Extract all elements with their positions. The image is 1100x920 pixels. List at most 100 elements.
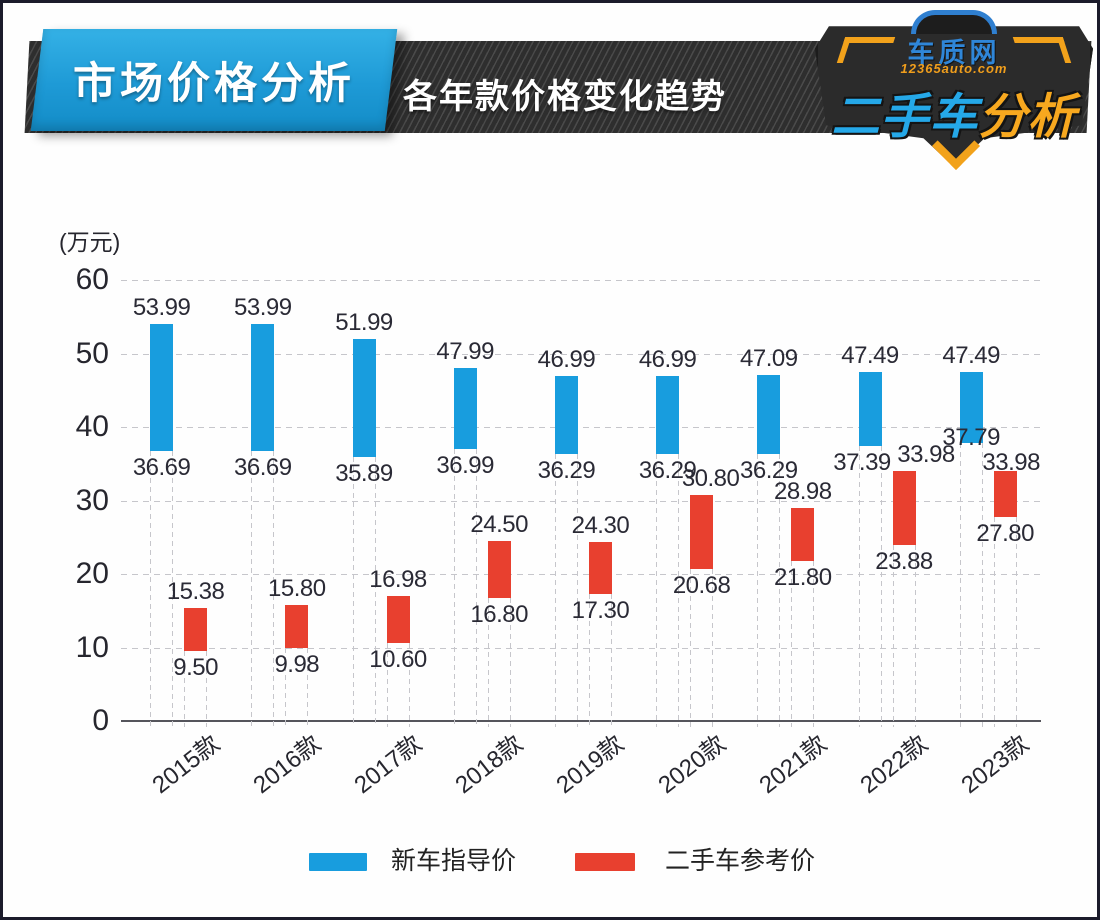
bar-new-price-2017 (352, 338, 376, 458)
value-label-low-used-price-2018: 16.80 (470, 600, 528, 628)
value-label-high-new-price-2022: 47.49 (841, 341, 899, 369)
drop-line (892, 545, 894, 727)
h-gridline-50 (121, 353, 1041, 355)
drop-line (554, 454, 556, 727)
value-label-low-new-price-2022: 37.39 (833, 449, 891, 477)
h-gridline-20 (121, 574, 1041, 575)
value-label-low-new-price-2020: 36.29 (638, 457, 697, 485)
value-label-high-new-price-2020: 46.99 (638, 345, 697, 373)
drop-line (1015, 516, 1017, 727)
value-label-high-used-price-2020: 30.80 (681, 464, 740, 492)
y-tick-label-10: 10 (75, 630, 109, 664)
drop-line (475, 449, 477, 727)
value-label-high-used-price-2021: 28.98 (774, 477, 832, 505)
y-tick-label-40: 40 (75, 410, 109, 443)
bar-used-price-2019 (588, 542, 612, 594)
value-label-low-used-price-2019: 17.30 (571, 596, 630, 624)
drop-line (307, 647, 309, 727)
value-label-low-new-price-2023: 37.79 (942, 424, 1000, 452)
value-label-low-new-price-2019: 36.29 (537, 457, 596, 485)
bar-new-price-2020 (656, 375, 680, 455)
value-label-low-used-price-2023: 27.80 (976, 519, 1034, 547)
drop-line (791, 560, 793, 727)
bar-new-price-2022 (858, 371, 882, 447)
value-label-high-used-price-2018: 24.50 (470, 510, 528, 538)
drop-line (453, 449, 455, 727)
value-label-high-used-price-2016: 15.80 (268, 574, 326, 602)
y-tick-label-60: 60 (75, 263, 109, 296)
bar-used-price-2020 (690, 494, 714, 569)
legend-label-new-price: 新车指导价 (391, 847, 517, 875)
bar-new-price-2021 (757, 374, 781, 455)
page-title: 市场价格分析 (73, 60, 355, 108)
x-axis-label-2019: 2019款 (551, 730, 630, 800)
drop-line (576, 454, 578, 727)
drop-line (656, 454, 658, 727)
bar-used-price-2016 (285, 604, 309, 648)
drop-line (757, 454, 759, 727)
drop-line (251, 451, 253, 727)
legend-label-used-price: 二手车参考价 (665, 847, 816, 875)
value-label-high-new-price-2018: 47.99 (436, 338, 494, 366)
drop-line (408, 643, 410, 727)
drop-line (172, 451, 174, 727)
value-label-high-used-price-2023: 33.98 (982, 449, 1040, 477)
value-label-low-used-price-2020: 20.68 (672, 572, 731, 599)
value-label-high-new-price-2016: 53.99 (234, 294, 292, 322)
x-axis-label-2016: 2016款 (248, 730, 326, 800)
bar-used-price-2015 (184, 607, 208, 652)
legend-swatch-used-price (575, 853, 635, 871)
bar-new-price-2015 (150, 324, 174, 452)
x-axis-label-2018: 2018款 (450, 730, 529, 800)
value-label-low-used-price-2015: 9.50 (173, 654, 218, 682)
value-label-high-used-price-2015: 15.38 (166, 577, 225, 605)
drop-line (981, 443, 983, 727)
value-label-low-new-price-2021: 36.29 (740, 457, 798, 485)
value-label-high-new-price-2019: 46.99 (537, 345, 596, 373)
x-axis-label-2020: 2020款 (652, 730, 731, 800)
drop-line (509, 597, 511, 727)
logo-wordmark: 二手车分析 (815, 77, 1093, 147)
y-tick-label-0: 0 (92, 704, 109, 737)
h-gridline-30 (121, 500, 1041, 502)
drop-line (858, 446, 860, 727)
drop-line (206, 651, 208, 727)
value-label-low-new-price-2017: 35.89 (335, 460, 393, 488)
h-gridline-10 (121, 647, 1041, 649)
h-gridline-40 (121, 427, 1041, 428)
bar-new-price-2018 (453, 368, 477, 450)
value-label-low-used-price-2021: 21.80 (774, 563, 832, 591)
drop-line (588, 593, 590, 727)
drop-line (959, 443, 961, 727)
legend-swatch-new-price (309, 853, 367, 871)
value-label-low-used-price-2022: 23.88 (875, 548, 933, 576)
bar-used-price-2021 (791, 507, 815, 561)
value-label-low-used-price-2017: 10.60 (369, 646, 427, 674)
x-axis-line (121, 720, 1041, 722)
drop-line (678, 454, 680, 727)
value-label-low-used-price-2016: 9.98 (274, 650, 320, 678)
bar-used-price-2018 (487, 540, 511, 598)
drop-line (914, 545, 916, 727)
h-gridline-60 (121, 280, 1041, 281)
drop-line (184, 651, 186, 727)
x-axis-label-2022: 2022款 (855, 730, 934, 800)
drop-line (779, 454, 781, 727)
logo-site-name: 车质网 (907, 38, 1001, 68)
value-label-high-new-price-2017: 51.99 (335, 308, 393, 336)
value-label-high-new-price-2023: 47.49 (942, 341, 1000, 369)
y-axis-unit-label: (万元) (59, 229, 121, 255)
y-tick-label-50: 50 (75, 336, 109, 370)
title-plate: 市场价格分析 (30, 29, 398, 131)
value-label-high-used-price-2019: 24.30 (571, 512, 630, 540)
value-label-high-new-price-2015: 53.99 (132, 294, 191, 322)
drop-line (610, 593, 612, 727)
drop-line (690, 569, 692, 727)
drop-line (352, 457, 354, 727)
x-axis-label-2021: 2021款 (754, 730, 832, 800)
site-logo: 车质网 12365auto.com 二手车分析 (815, 7, 1093, 171)
drop-line (273, 451, 275, 727)
bar-used-price-2023 (993, 471, 1017, 517)
bar-used-price-2022 (892, 471, 916, 546)
